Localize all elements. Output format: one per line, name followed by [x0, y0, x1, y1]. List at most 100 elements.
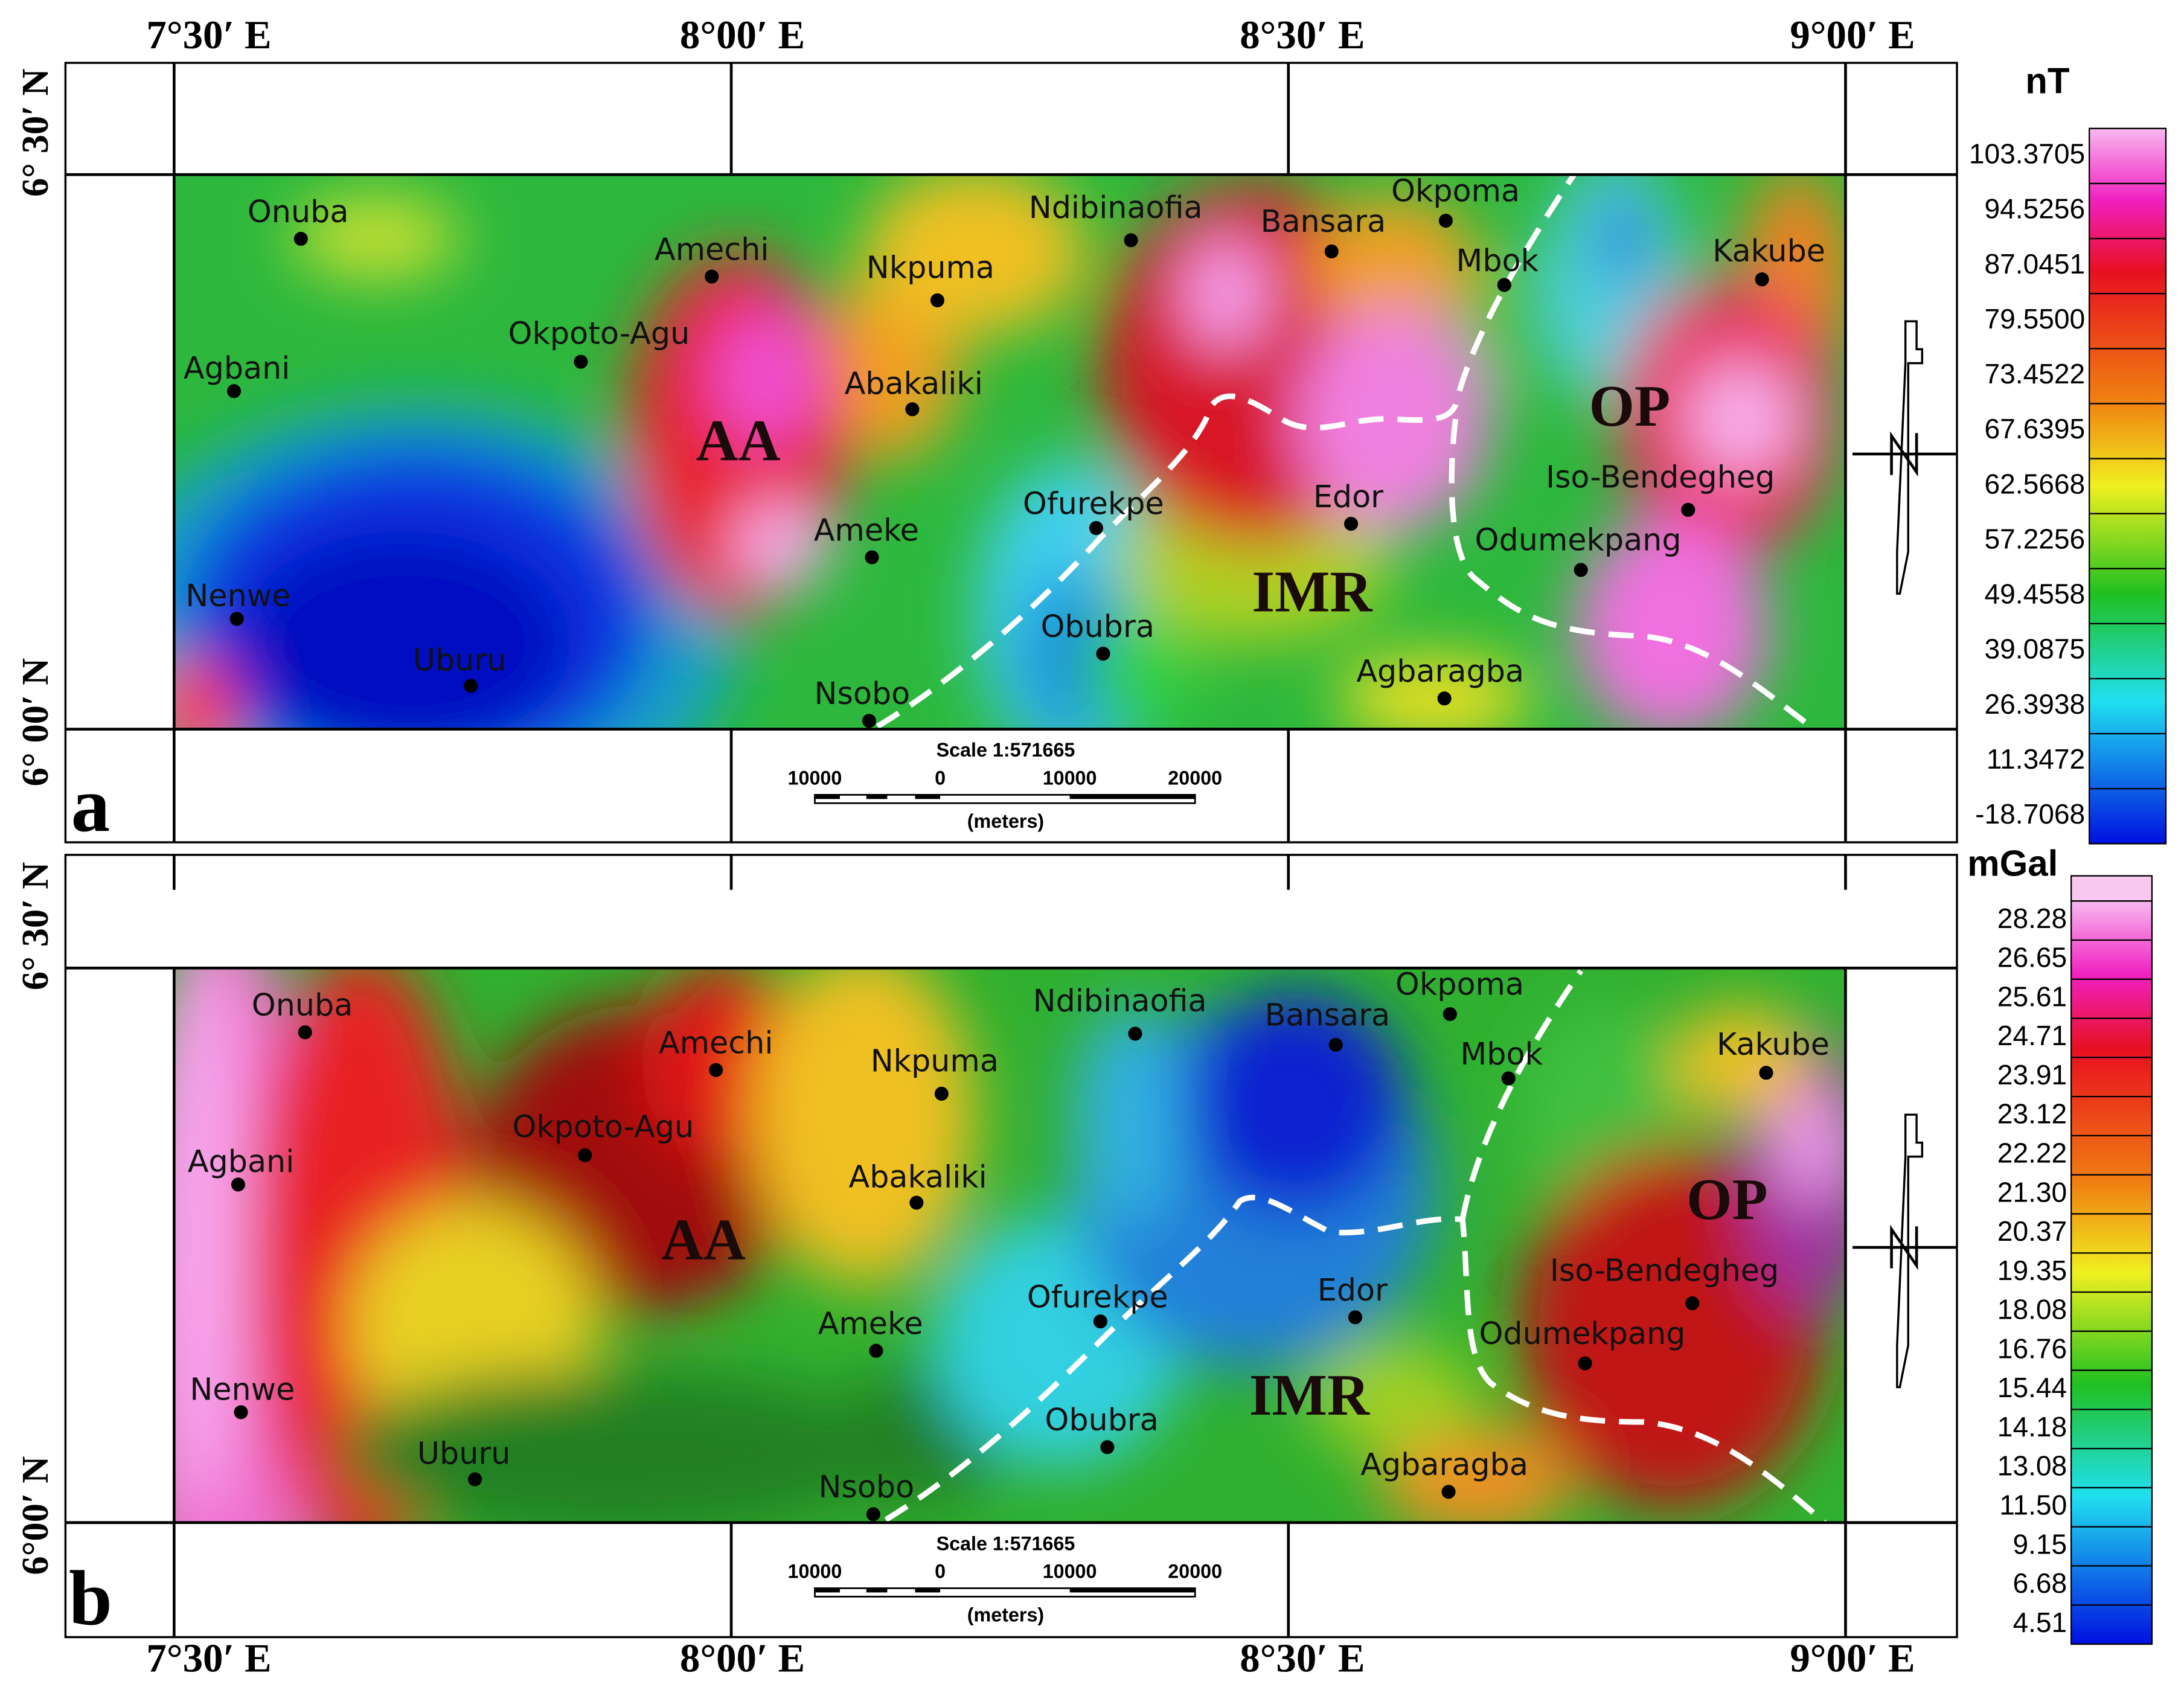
town-marker	[1759, 1066, 1773, 1080]
scale-tick: 10000	[1043, 767, 1097, 789]
scale-unit: (meters)	[967, 1604, 1044, 1625]
town-label: Odumekpang	[1475, 522, 1682, 558]
town-marker	[578, 1148, 592, 1162]
town-label: Onuba	[248, 194, 349, 229]
town-label: Nkpuma	[866, 249, 994, 285]
colorbar-label: 14.18	[1997, 1411, 2067, 1442]
town-marker	[1124, 233, 1138, 248]
anomaly-blob	[1671, 1005, 1811, 1118]
town-label: Abakaliki	[849, 1159, 987, 1195]
colorbar-cap	[2070, 875, 2153, 902]
anomaly-blob	[1309, 195, 1477, 336]
colorbar-label: 11.3472	[1987, 743, 2085, 775]
anomaly-blob	[1337, 656, 1532, 729]
town-label: Kakube	[1712, 233, 1825, 269]
colorbar-unit: mGal	[1967, 843, 2058, 883]
town-label: Odumekpang	[1479, 1316, 1685, 1351]
colorbar	[2070, 900, 2153, 1645]
map-frame	[173, 173, 1847, 731]
heatmap	[174, 968, 1846, 1523]
anomaly-blob	[1086, 614, 1198, 727]
town-label: Ndibinaofia	[1029, 190, 1203, 225]
scale-segment	[866, 795, 888, 799]
colorbar-label: 6.68	[2013, 1567, 2067, 1599]
lat-label: 6° 30′ N	[14, 69, 56, 197]
lon-label: 8°30′ E	[1240, 13, 1365, 57]
region-label: IMR	[1249, 1363, 1370, 1427]
town-label: Amechi	[659, 1025, 773, 1060]
scale-title: Scale 1:571665	[937, 1532, 1075, 1554]
town-marker	[293, 232, 308, 246]
scale-segment	[1069, 795, 1196, 799]
town-label: Okpoto-Agu	[508, 315, 690, 351]
town-marker	[231, 1177, 245, 1192]
north-arrow	[1896, 320, 1924, 595]
town-marker	[227, 384, 242, 398]
colorbar-label: 67.6395	[1984, 413, 2085, 444]
colorbar-unit: nT	[2025, 61, 2070, 101]
town-label: Ndibinaofia	[1033, 983, 1207, 1019]
town-label: Agbani	[184, 350, 290, 386]
town-label: Nenwe	[185, 578, 290, 613]
town-marker	[1093, 1314, 1107, 1329]
town-marker	[1324, 244, 1339, 259]
scale-segment	[815, 795, 840, 799]
town-marker	[574, 354, 588, 369]
colorbar-label: 103.3705	[1969, 138, 2085, 170]
town-label: Agbaragba	[1356, 653, 1524, 689]
town-label: Okpoma	[1395, 966, 1524, 1002]
town-marker	[1681, 502, 1696, 517]
colorbar-label: 19.35	[1997, 1255, 2067, 1286]
town-marker	[866, 1507, 880, 1522]
map-frame	[173, 966, 1847, 1525]
scale-tick: 0	[935, 767, 946, 789]
town-marker	[1128, 1026, 1142, 1041]
anomaly-blob	[710, 307, 822, 447]
scale-tick: 10000	[788, 767, 842, 789]
town-marker	[1096, 647, 1110, 661]
lon-label: 8°00′ E	[680, 1636, 805, 1680]
town-marker	[909, 1195, 924, 1210]
town-marker	[1438, 213, 1453, 228]
town-marker	[1443, 1007, 1457, 1022]
anomaly-field	[174, 174, 1846, 729]
town-label: Nsobo	[815, 676, 911, 711]
town-marker	[1441, 1485, 1456, 1499]
anomaly-blob	[1183, 991, 1407, 1215]
colorbar-label: 39.0875	[1984, 633, 2085, 665]
town-marker	[1100, 1440, 1115, 1455]
town-marker	[1574, 563, 1588, 577]
town-label: Amechi	[655, 231, 769, 267]
town-marker	[1685, 1296, 1700, 1311]
anomaly-blob	[863, 174, 1087, 336]
town-label: Ameke	[814, 512, 919, 548]
lon-label: 8°30′ E	[1240, 1636, 1365, 1680]
anomaly-blob	[1309, 1340, 1477, 1453]
anomaly-blob	[292, 195, 460, 280]
scale-unit: (meters)	[967, 810, 1044, 832]
town-marker	[869, 1343, 883, 1358]
panel-letter: b	[69, 1555, 112, 1641]
colorbar-label: 94.5256	[1984, 193, 2085, 225]
colorbar-label: 62.5668	[1984, 468, 2085, 499]
colorbar-label: 23.12	[1997, 1098, 2067, 1130]
colorbar-label: 16.76	[1997, 1333, 2067, 1364]
town-marker	[1089, 520, 1103, 536]
north-n	[1890, 431, 1918, 477]
region-label: AA	[696, 409, 781, 473]
town-marker	[1578, 1356, 1592, 1371]
town-label: Nenwe	[190, 1371, 295, 1407]
lon-label: 9°00′ E	[1790, 1636, 1915, 1680]
town-marker	[1348, 1310, 1363, 1325]
colorbar-label: 24.71	[1997, 1020, 2067, 1051]
lat-label: 6° 00′ N	[14, 658, 56, 787]
scale-segment	[915, 1588, 941, 1593]
colorbar	[2088, 127, 2167, 845]
anomaly-blob	[174, 656, 237, 729]
town-marker	[1328, 1037, 1343, 1052]
panel-letter: a	[71, 761, 110, 848]
anomaly-blob	[174, 968, 244, 1509]
anomaly-blob	[1379, 1424, 1574, 1523]
colorbar-label: 25.61	[1997, 981, 2067, 1012]
town-marker	[862, 714, 876, 728]
